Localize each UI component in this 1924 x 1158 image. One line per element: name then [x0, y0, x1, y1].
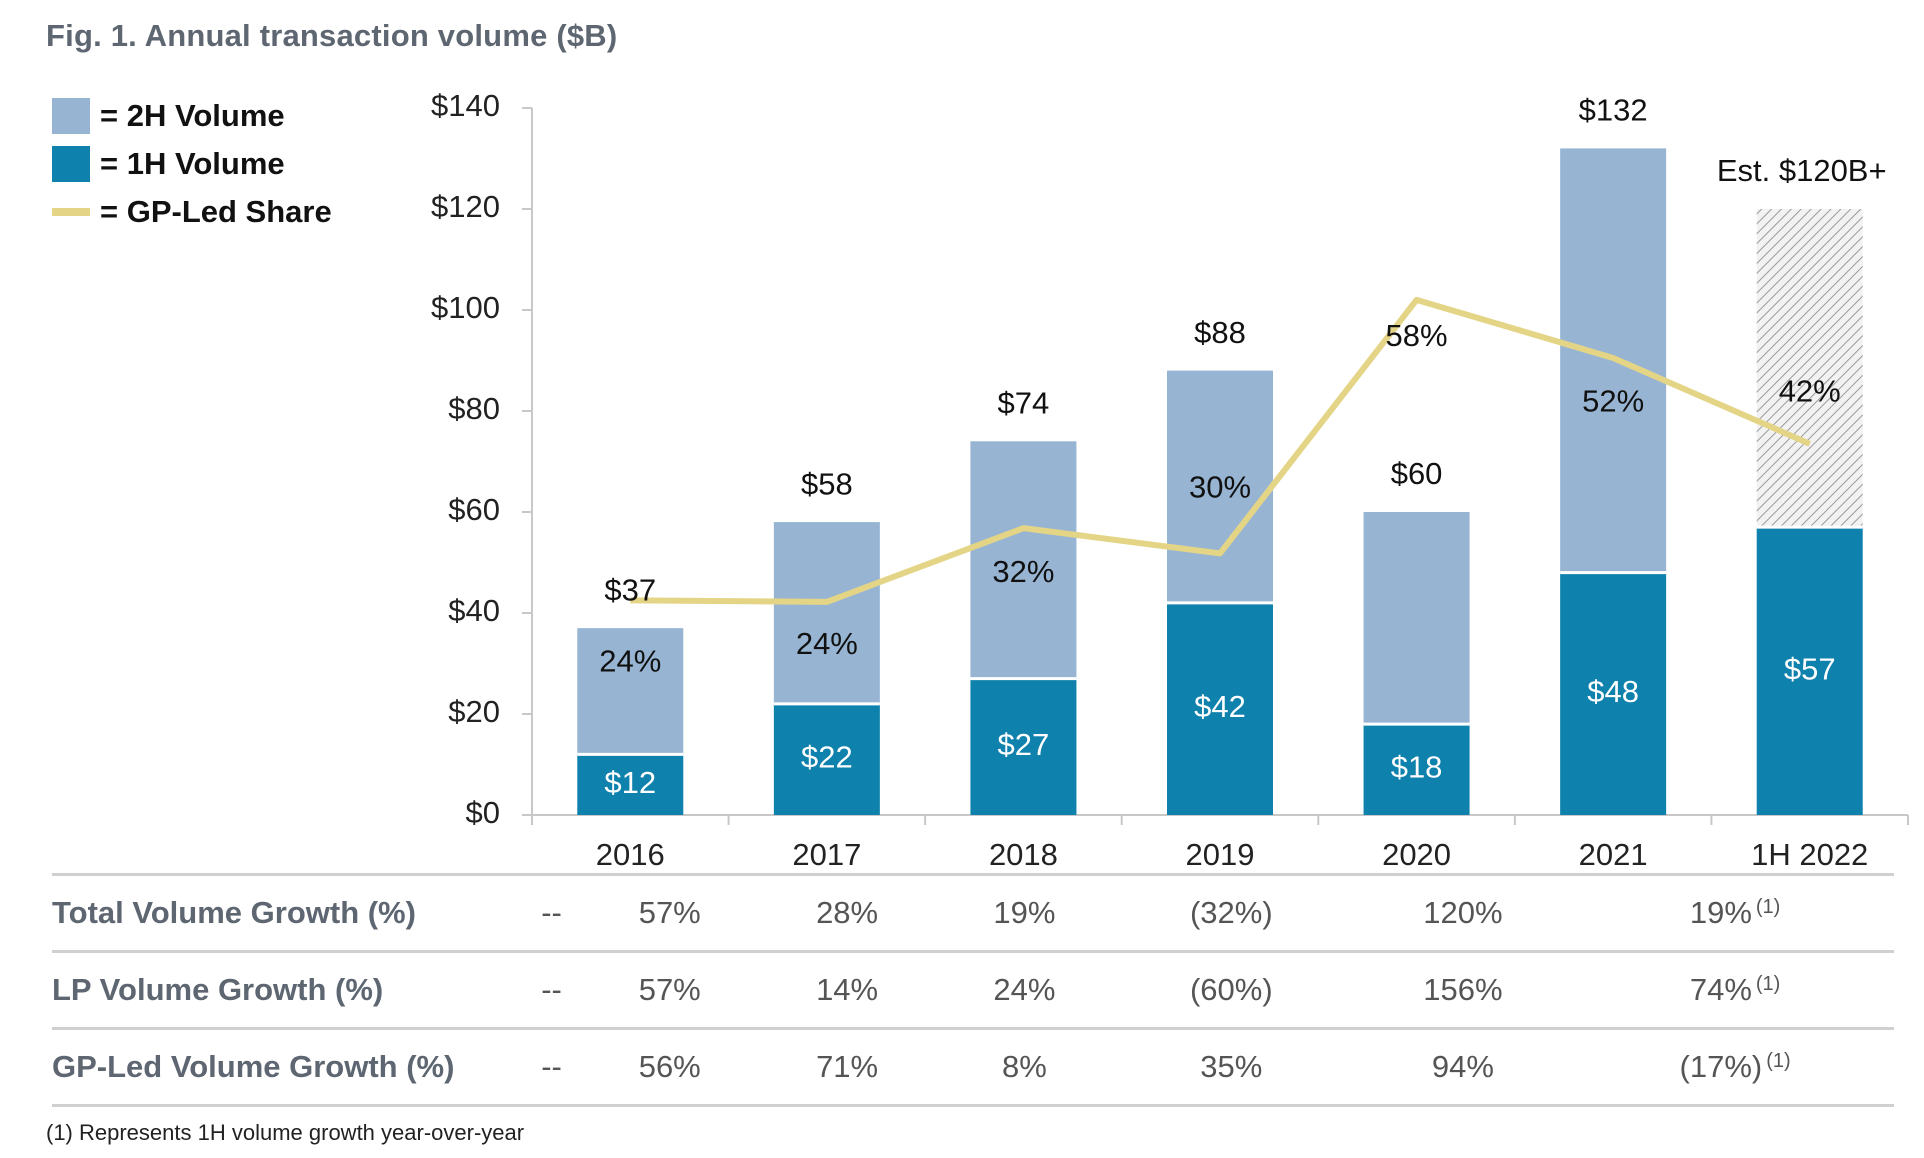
y-tick-label: $80 [448, 391, 500, 426]
footnote-marker: (1) [1766, 1050, 1791, 1072]
table-row: GP-Led Volume Growth (%) -- 56% 71% 8% 35% 94%… [52, 1027, 1894, 1107]
bar-1h-volume [577, 754, 684, 815]
y-axis: $0 $20 $40 $60 $80 $100 $120 $140 [431, 88, 533, 830]
growth-table: Total Volume Growth (%) -- 57% 28% 19% (32%) 1… [52, 873, 1894, 1107]
table-cell: 57% [581, 950, 759, 1029]
label-1h-value: $27 [998, 727, 1050, 762]
bar-1h-volume [1363, 724, 1470, 815]
table-cell: 14% [758, 950, 936, 1029]
gp-led-share-line [630, 296, 1811, 605]
legend-item-1h-volume: = 1H Volume [52, 140, 332, 188]
label-total: $58 [801, 466, 853, 501]
legend-item-gp-led-share: = GP-Led Share [52, 188, 332, 236]
footnote-marker: (1) [1755, 896, 1781, 918]
gp-led-share-line [630, 296, 1811, 605]
legend-swatch-2h [52, 98, 90, 134]
bars [577, 148, 1863, 815]
table-cell: 19% [935, 873, 1114, 952]
label-total: $60 [1391, 456, 1443, 491]
label-gp-led-share: 42% [1779, 374, 1841, 409]
label-gp-led-share: 52% [1582, 384, 1644, 419]
table-cell: 57% [581, 873, 759, 952]
bar-1h-volume [1756, 527, 1863, 815]
bar-2h-volume [970, 441, 1077, 679]
legend-line-gp-led [52, 208, 90, 216]
y-tick-label: $0 [466, 795, 500, 830]
table-cell: 35% [1113, 1027, 1350, 1107]
legend-swatch-1h [52, 146, 90, 182]
x-axis: 2016 2017 2018 2019 2020 2021 1H 2022 [531, 814, 1909, 870]
legend: = 2H Volume = 1H Volume = GP-Led Share [52, 92, 332, 236]
legend-item-2h-volume: = 2H Volume [52, 92, 332, 140]
bar-2h-volume [577, 628, 684, 755]
x-tick-label: 2017 [792, 837, 861, 870]
y-tick-label: $40 [448, 593, 500, 628]
bar-1h-volume [773, 703, 880, 815]
label-gp-led-share: 32% [992, 554, 1054, 589]
table-cell: -- [522, 950, 582, 1029]
footnote: (1) Represents 1H volume growth year-ove… [46, 1120, 525, 1145]
label-total: $74 [998, 385, 1050, 420]
y-tick-label: $140 [431, 88, 500, 123]
x-tick-label: 2019 [1186, 837, 1255, 870]
bar-1h-volume [970, 678, 1077, 815]
bar-2h-volume [1167, 370, 1273, 603]
label-total: $132 [1579, 93, 1648, 128]
figure-title: Fig. 1. Annual transaction volume ($B) [46, 18, 618, 53]
footnote-marker: (1) [1755, 973, 1781, 995]
label-1h-value: $57 [1784, 651, 1836, 686]
legend-label-1h: = 1H Volume [100, 146, 285, 181]
bar-2h-estimate [1756, 209, 1863, 528]
row-label: Total Volume Growth (%) [52, 873, 522, 952]
y-tick-label: $100 [431, 290, 500, 325]
table-cell: 8% [935, 1027, 1114, 1107]
x-tick-label: 2016 [596, 837, 665, 870]
legend-label-2h: = 2H Volume [100, 98, 285, 133]
table-cell: 56% [581, 1027, 759, 1107]
table-cell: (60%) [1113, 950, 1350, 1029]
x-tick-label: 2018 [989, 837, 1058, 870]
table-cell: 28% [758, 873, 936, 952]
table-cell: -- [522, 873, 582, 952]
legend-label-gp-led: = GP-Led Share [100, 194, 332, 229]
table-cell: 94% [1349, 1027, 1577, 1107]
row-label: LP Volume Growth (%) [52, 950, 522, 1029]
bar-2h-volume [773, 522, 880, 704]
table-cell: 156% [1349, 950, 1577, 1029]
bar-1h-volume [1167, 602, 1273, 815]
label-gp-led-share: 24% [599, 644, 661, 679]
table-cell: 74% (1) [1576, 950, 1894, 1029]
bar-chart: $0$20$40$60$80$100$120$140 2016 2017 2018 2… [431, 88, 1909, 870]
data-labels: $12 $37 $22 $58 $27 $74 $42 $88 $18 $60 $48 $132 $57… [599, 93, 1886, 800]
label-1h-value: $22 [801, 740, 853, 775]
label-1h-value: $42 [1194, 689, 1246, 724]
bar-2h-volume [1363, 512, 1470, 725]
table-row: Total Volume Growth (%) -- 57% 28% 19% (32%) 1… [52, 873, 1894, 952]
table-cell: 19% (1) [1576, 873, 1894, 952]
table-cell: 24% [935, 950, 1114, 1029]
row-label: GP-Led Volume Growth (%) [52, 1027, 522, 1107]
x-tick-label: 2021 [1579, 837, 1648, 870]
label-gp-led-share: 58% [1386, 318, 1448, 353]
table-row: LP Volume Growth (%) -- 57% 14% 24% (60%) 156%… [52, 950, 1894, 1029]
y-tick-label: $20 [448, 694, 500, 729]
label-gp-led-share: 30% [1189, 469, 1251, 504]
x-tick-label: 2020 [1382, 837, 1451, 870]
table-cell: (32%) [1113, 873, 1350, 952]
table-cell: (17%) (1) [1576, 1027, 1894, 1107]
label-gp-led-share: 24% [796, 626, 858, 661]
label-1h-value: $18 [1391, 750, 1443, 785]
bar-1h-volume [1560, 572, 1667, 815]
label-1h-value: $12 [604, 765, 656, 800]
y-tick-label: $120 [431, 189, 500, 224]
table-cell: 71% [758, 1027, 936, 1107]
table-cell: -- [522, 1027, 582, 1107]
label-total: Est. $120B+ [1717, 153, 1887, 188]
x-tick-label: 1H 2022 [1751, 837, 1868, 870]
label-total: $37 [604, 572, 656, 607]
label-1h-value: $48 [1587, 674, 1639, 709]
y-tick-label: $60 [448, 492, 500, 527]
table-cell: 120% [1349, 873, 1577, 952]
label-total: $88 [1194, 315, 1246, 350]
